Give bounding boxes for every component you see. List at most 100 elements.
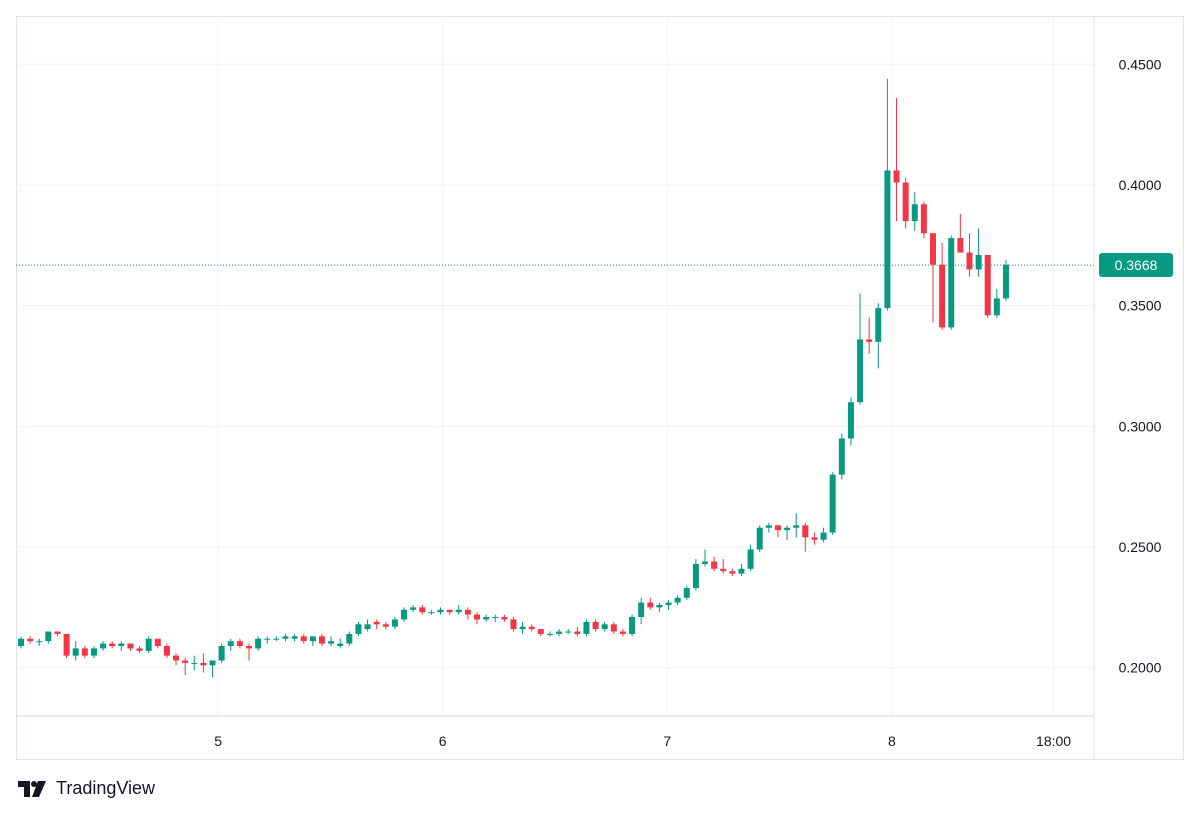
- candle-body: [419, 607, 426, 613]
- candle: [364, 619, 371, 632]
- y-tick-label: 0.3500: [1119, 298, 1162, 314]
- candle-body: [546, 633, 553, 635]
- candle: [391, 617, 398, 630]
- candle-body: [756, 527, 763, 550]
- candle: [711, 556, 718, 572]
- x-tick-label: 5: [214, 733, 222, 749]
- candle-body: [720, 568, 727, 572]
- candle: [337, 638, 344, 649]
- candle: [382, 621, 389, 630]
- candle-body: [902, 182, 909, 222]
- candle: [200, 653, 207, 673]
- candle: [100, 641, 107, 651]
- candle: [519, 621, 526, 634]
- candle-body: [328, 641, 335, 644]
- candle: [437, 607, 444, 615]
- candle-body: [519, 626, 526, 630]
- candle: [629, 614, 636, 637]
- candle: [246, 643, 252, 661]
- candle: [273, 636, 280, 642]
- candle-body: [984, 254, 991, 316]
- time-axis[interactable]: 5 6 7 8 18:00: [16, 16, 1095, 760]
- candle-body: [446, 609, 453, 613]
- candle: [90, 646, 97, 659]
- y-tick-label: 0.4500: [1119, 56, 1162, 72]
- candle-body: [510, 619, 517, 630]
- candle-body: [72, 648, 79, 656]
- candle: [948, 235, 955, 330]
- candle: [309, 636, 316, 646]
- candle: [27, 636, 34, 644]
- candle: [647, 597, 654, 610]
- candle: [820, 527, 827, 543]
- candle-body: [127, 643, 134, 649]
- candle-body: [656, 604, 663, 608]
- candle: [318, 633, 325, 646]
- candle-body: [610, 624, 617, 632]
- candle: [765, 522, 772, 533]
- candle: [209, 660, 216, 678]
- candle: [118, 641, 125, 651]
- candle-body: [382, 624, 389, 627]
- candle: [893, 98, 900, 222]
- candle: [683, 585, 690, 601]
- candle: [81, 646, 88, 659]
- candle: [802, 522, 809, 552]
- candle-body: [154, 638, 161, 646]
- candle-body: [747, 549, 754, 569]
- candle-body: [173, 655, 180, 661]
- candle: [729, 568, 736, 576]
- candle-body: [711, 561, 718, 569]
- candle: [36, 638, 43, 646]
- tradingview-brand[interactable]: TradingView: [18, 778, 155, 799]
- candle-body: [90, 648, 97, 656]
- candle-body: [1002, 264, 1009, 299]
- candle: [829, 472, 836, 535]
- candle-body: [601, 624, 608, 630]
- candle: [419, 604, 426, 615]
- candle-body: [136, 648, 143, 651]
- y-tick-label: 0.3000: [1119, 418, 1162, 434]
- candle-body: [537, 629, 544, 634]
- y-tick-label: 0.2500: [1119, 539, 1162, 555]
- candle: [939, 242, 946, 330]
- candle-body: [246, 646, 252, 649]
- candle-body: [784, 527, 791, 531]
- candle: [556, 629, 563, 637]
- candle: [920, 201, 927, 239]
- candle-body: [474, 614, 480, 620]
- candle: [857, 293, 864, 405]
- candle-body: [556, 631, 563, 634]
- candle: [537, 629, 544, 637]
- candle-body: [957, 238, 964, 253]
- candle-body: [18, 638, 24, 646]
- candle: [63, 633, 70, 659]
- candle-body: [866, 339, 873, 342]
- candle-body: [829, 474, 836, 533]
- candle-body: [565, 631, 572, 633]
- candle: [784, 525, 791, 540]
- candle-body: [464, 609, 471, 615]
- candle-body: [163, 646, 170, 656]
- candle-body: [729, 571, 736, 574]
- candle-body: [893, 170, 900, 183]
- candle-body: [619, 631, 626, 634]
- candle-body: [592, 621, 599, 630]
- candle-body: [236, 641, 243, 646]
- candle-body: [574, 631, 581, 634]
- candle: [847, 397, 854, 446]
- candle: [546, 631, 553, 637]
- candle: [601, 621, 608, 632]
- candle-body: [629, 617, 636, 634]
- candle: [474, 612, 480, 625]
- candle-body: [291, 636, 298, 639]
- price-axis[interactable]: 0.4500 0.4000 0.3500 0.3000 0.2500 0.2000: [1119, 56, 1162, 675]
- candle-body: [145, 638, 152, 651]
- candle-body: [337, 643, 344, 646]
- candle-body: [54, 631, 61, 634]
- candle: [373, 619, 380, 630]
- y-tick-label: 0.2000: [1119, 660, 1162, 676]
- candle: [127, 643, 134, 651]
- candle: [692, 559, 699, 591]
